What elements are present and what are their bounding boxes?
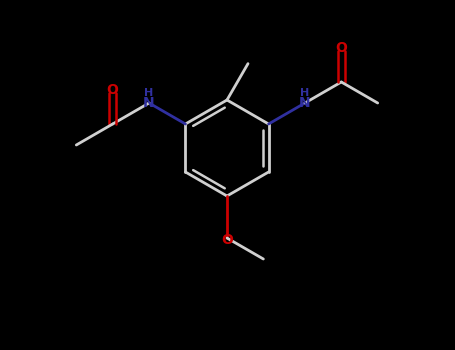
- Text: O: O: [221, 233, 233, 247]
- Text: O: O: [107, 84, 119, 98]
- Text: N: N: [299, 96, 311, 110]
- Text: H: H: [144, 88, 154, 98]
- Text: N: N: [143, 96, 155, 110]
- Text: H: H: [300, 88, 309, 98]
- Text: O: O: [335, 42, 347, 56]
